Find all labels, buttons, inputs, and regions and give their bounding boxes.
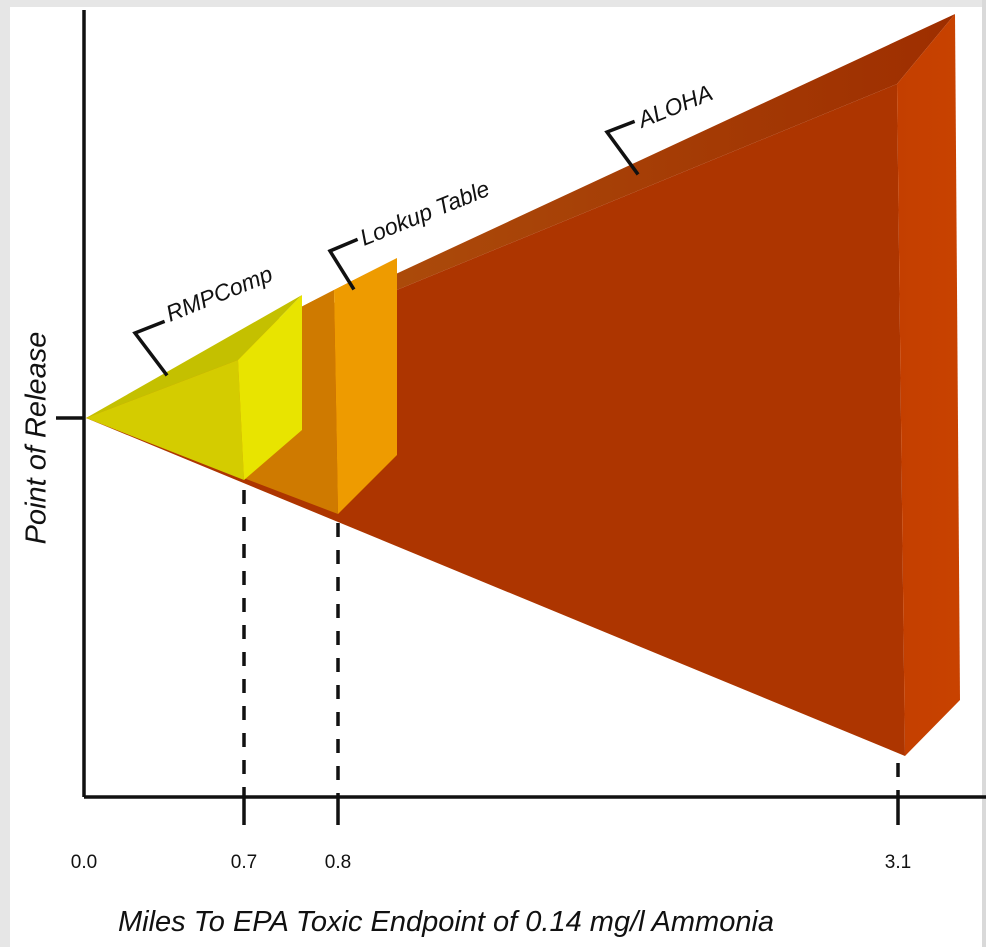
y-axis-title: Point of Release [20,331,53,545]
aloha-plume-end-face [897,14,960,756]
frame-left [0,0,10,947]
rmpcomp-plume [86,295,302,480]
rmpcomp-plume-body [86,360,244,480]
rmpcomp-label: RMPComp [162,260,276,326]
x-tick-label-0-0: 0.0 [70,852,98,873]
x-tick-label-0-7: 0.7 [230,852,258,873]
rmpcomp-plume-top-face [86,295,302,418]
aloha-bracket [604,119,640,176]
frame-top [0,0,986,7]
lookup-table-plume-end-face [334,258,397,514]
lookup-table-bracket [327,237,359,291]
frame-right [982,0,986,947]
rmpcomp-plume-end-face [238,295,302,480]
label-brackets [132,119,640,377]
x-axis-title: Miles To EPA Toxic Endpoint of 0.14 mg/l… [118,906,775,938]
axes [56,10,986,825]
drop-lines [242,490,900,797]
rmpcomp-bracket [132,319,169,377]
x-tick-label-3-1: 3.1 [884,852,912,873]
aloha-label: ALOHA [632,79,716,133]
x-tick-label-0-8: 0.8 [324,852,352,873]
aloha-plume-body [86,84,905,756]
